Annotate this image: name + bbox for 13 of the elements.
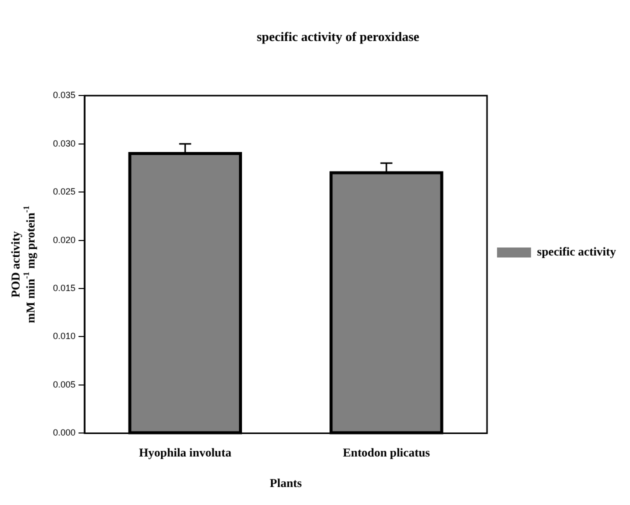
- y-tick-label: 0.035: [52, 90, 76, 100]
- y-tick-label: 0.005: [52, 379, 76, 390]
- x-tick-label: Hyophila involuta: [138, 445, 232, 460]
- x-axis-title: Plants: [270, 476, 302, 490]
- y-tick-label: 0.025: [52, 186, 76, 197]
- y-tick-label: 0.015: [52, 283, 76, 293]
- y-tick-label: 0.030: [52, 138, 76, 148]
- legend-label: specific activity: [537, 244, 616, 259]
- y-tick-label: 0.020: [52, 234, 76, 245]
- chart-title: specific activity of peroxidase: [256, 29, 420, 44]
- y-tick-label: 0.010: [52, 331, 76, 342]
- y-tick-label: 0.000: [52, 428, 76, 438]
- x-tick-label: Entodon plicatus: [342, 445, 430, 460]
